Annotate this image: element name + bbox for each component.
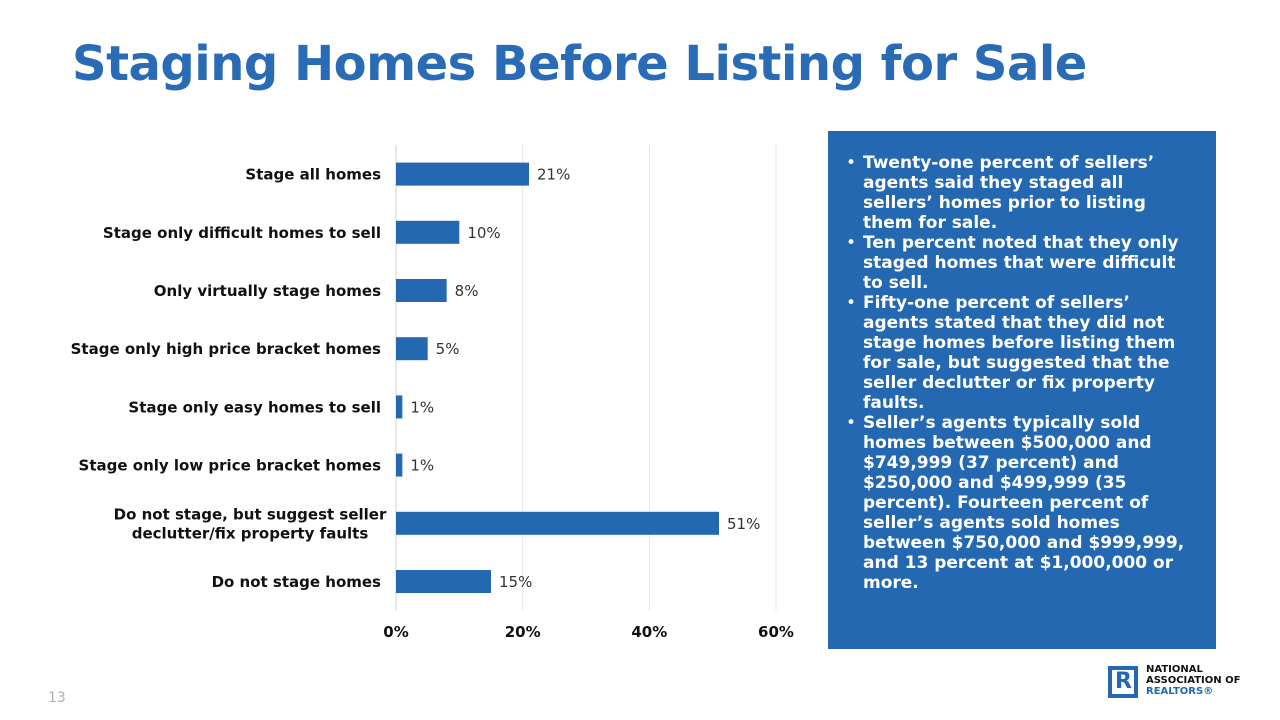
data-label: 1% — [410, 457, 434, 475]
logo-line-3-text: REALTORS — [1146, 686, 1204, 697]
category-label: Stage only easy homes to sell — [128, 398, 381, 416]
category-label: Stage only high price bracket homes — [71, 340, 381, 358]
logo-line-2: ASSOCIATION OF — [1146, 675, 1241, 686]
logo-line-1: NATIONAL — [1146, 664, 1203, 675]
x-tick-label: 0% — [383, 623, 408, 641]
category-label: Do not stage homes — [212, 573, 381, 591]
bar — [396, 395, 403, 419]
data-label: 1% — [410, 398, 434, 416]
category-label: Only virtually stage homes — [154, 282, 381, 300]
data-label: 8% — [455, 282, 479, 300]
realtor-r-icon — [1108, 666, 1138, 698]
logo-text: NATIONAL ASSOCIATION OF REALTORS® — [1146, 664, 1240, 697]
page-title: Staging Homes Before Listing for Sale — [72, 36, 1087, 92]
data-label: 15% — [499, 573, 532, 591]
data-label: 51% — [727, 515, 760, 533]
x-tick-label: 40% — [631, 623, 667, 641]
logo-line-3: REALTORS® — [1146, 686, 1240, 697]
logo-registered-mark: ® — [1203, 686, 1214, 697]
nar-logo: NATIONAL ASSOCIATION OF REALTORS® — [1108, 664, 1258, 704]
category-label: Stage all homes — [245, 166, 381, 184]
bar — [396, 337, 428, 361]
summary-list: Twenty-one percent of sellers’ agents sa… — [846, 153, 1198, 593]
category-label: declutter/fix property faults — [132, 524, 369, 542]
category-label: Do not stage, but suggest seller — [114, 505, 387, 523]
summary-bullet: Ten percent noted that they only staged … — [846, 233, 1198, 293]
summary-box: Twenty-one percent of sellers’ agents sa… — [828, 131, 1216, 649]
bar — [396, 453, 403, 477]
page-number: 13 — [48, 690, 66, 706]
bar — [396, 511, 719, 535]
bar-chart: 0% 20% 40% 60% 21% Stage all homes 10% Stage on… — [71, 145, 794, 641]
bar — [396, 162, 529, 186]
data-label: 5% — [436, 340, 460, 358]
data-label: 10% — [467, 224, 500, 242]
bar — [396, 570, 491, 593]
bar — [396, 220, 460, 244]
summary-bullet: Seller’s agents typically sold homes bet… — [846, 413, 1198, 593]
data-label: 21% — [537, 166, 570, 184]
x-tick-label: 20% — [505, 623, 541, 641]
bar — [396, 279, 447, 302]
category-label: Stage only low price bracket homes — [79, 457, 382, 475]
summary-bullet: Twenty-one percent of sellers’ agents sa… — [846, 153, 1198, 233]
x-tick-label: 60% — [758, 623, 794, 641]
summary-bullet: Fifty-one percent of sellers’ agents sta… — [846, 293, 1198, 413]
category-label: Stage only difficult homes to sell — [103, 224, 381, 242]
